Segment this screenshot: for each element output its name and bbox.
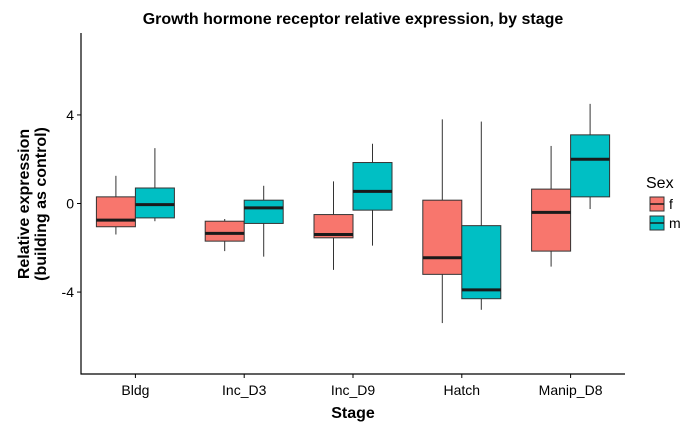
box-body	[461, 225, 502, 300]
box-body	[352, 162, 393, 211]
legend-label-f: f	[669, 196, 673, 212]
axes: -4 0 4 Bldg Inc_D3 Inc_D9 Hatch Manip_D8	[62, 33, 625, 398]
box-m-Bldg	[134, 148, 175, 222]
box-m-Hatch	[461, 121, 502, 310]
x-axis-title: Stage	[331, 405, 375, 422]
box-body	[95, 196, 136, 228]
y-axis-title-line2: (building as control)	[33, 127, 50, 281]
plot-area	[95, 103, 611, 324]
x-tick-label: Hatch	[444, 382, 481, 398]
box-f-Bldg	[95, 175, 136, 235]
legend-label-m: m	[669, 215, 681, 231]
box-body	[570, 134, 611, 198]
box-f-Inc_D3	[204, 219, 245, 252]
x-tick-label: Manip_D8	[539, 382, 603, 398]
box-f-Manip_D8	[531, 145, 572, 267]
box-body	[134, 187, 175, 219]
box-body	[422, 199, 463, 275]
y-tick-label: 0	[66, 196, 74, 212]
box-m-Inc_D3	[243, 185, 284, 257]
box-body	[531, 188, 572, 252]
x-tick-label: Bldg	[121, 382, 149, 398]
box-f-Hatch	[422, 119, 463, 324]
y-tick-label: -4	[62, 284, 75, 300]
y-tick-label: 4	[66, 107, 74, 123]
legend: Sex fm	[646, 175, 681, 231]
chart-title: Growth hormone receptor relative express…	[143, 11, 564, 28]
y-axis-title: Relative expression (building as control…	[16, 127, 50, 281]
x-tick-label: Inc_D3	[222, 382, 267, 398]
box-m-Inc_D9	[352, 143, 393, 246]
box-body	[243, 199, 284, 224]
x-tick-label: Inc_D9	[331, 382, 376, 398]
box-body	[204, 220, 245, 242]
y-axis-title-line1: Relative expression	[16, 129, 33, 279]
box-body	[313, 214, 354, 239]
legend-title: Sex	[646, 175, 674, 192]
box-f-Inc_D9	[313, 181, 354, 270]
box-m-Manip_D8	[570, 103, 611, 210]
